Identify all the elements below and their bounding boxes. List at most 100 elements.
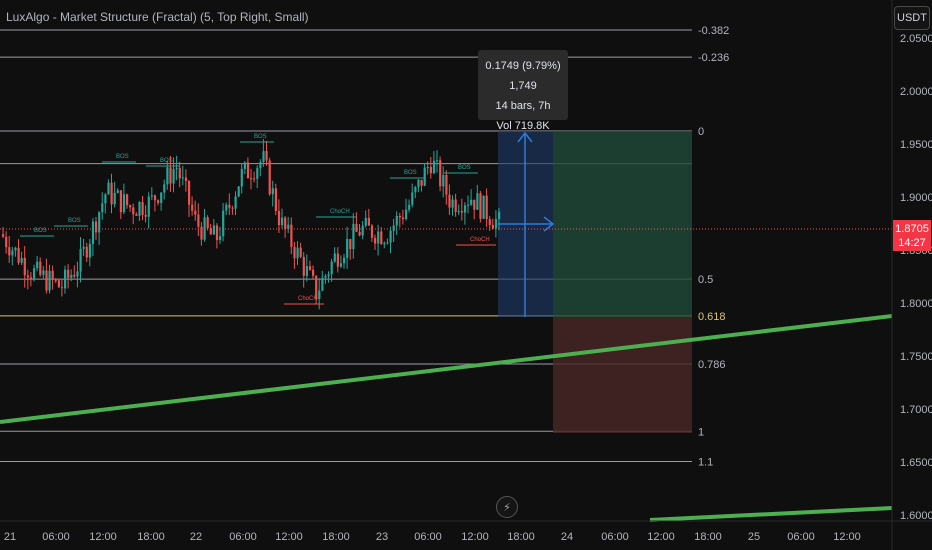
candle-body	[225, 204, 228, 211]
candle-body	[476, 193, 479, 210]
candle-body	[64, 269, 67, 289]
candle-body	[457, 211, 460, 213]
indicator-title[interactable]: LuxAlgo - Market Structure (Fractal) (5,…	[6, 10, 309, 24]
candle-body	[454, 199, 457, 212]
candle-body	[141, 202, 144, 215]
candle-body	[290, 224, 293, 247]
candle-body	[389, 230, 392, 243]
candle-body	[212, 225, 215, 235]
time-tick-label: 23	[376, 531, 388, 543]
candle-body	[417, 179, 420, 188]
candle-body	[76, 271, 79, 277]
time-axis[interactable]: 21 06:00 12:00 18:00 22 06:00 12:00 18:00 23 06:0…	[4, 531, 861, 543]
candle-body	[82, 246, 85, 249]
candle-body	[265, 151, 268, 161]
candle-body	[243, 162, 246, 169]
candle-body	[346, 239, 349, 258]
trendline-lower[interactable]	[649, 506, 893, 522]
price-tick-label: 1.6000	[900, 510, 932, 522]
candle-body	[479, 193, 482, 219]
candle-body	[203, 217, 206, 240]
candle-body	[485, 195, 488, 220]
candle-body	[473, 199, 476, 210]
candle-body	[36, 261, 39, 269]
structure-label: ChoCH	[330, 209, 350, 215]
candle-body	[2, 234, 5, 237]
candle-body	[442, 175, 445, 187]
candlesticks	[2, 139, 501, 310]
candle-body	[293, 246, 296, 259]
candle-body	[219, 236, 222, 241]
candle-body	[172, 168, 175, 184]
candle-body	[8, 247, 11, 256]
fib-label: 0.618	[698, 311, 726, 323]
candle-body	[181, 177, 184, 179]
candle-body	[411, 192, 414, 205]
time-tick-label: 12:00	[647, 531, 675, 543]
candle-body	[237, 186, 240, 197]
time-tick-label: 12:00	[275, 531, 303, 543]
candle-body	[327, 274, 330, 276]
price-axis[interactable]: 2.05002.00001.95001.90001.85001.80001.75…	[900, 33, 932, 522]
candle-body	[231, 207, 234, 209]
candle-body	[277, 211, 281, 226]
last-price-tag: 1.8705 14:27	[893, 220, 931, 251]
candle-body	[42, 270, 45, 275]
candle-body	[494, 219, 498, 229]
candle-body	[463, 205, 467, 213]
candle-body	[374, 237, 377, 244]
position-zones	[498, 131, 692, 433]
candle-body	[386, 242, 389, 244]
candle-body	[20, 257, 23, 263]
price-tick-label: 1.7500	[900, 351, 932, 363]
candle-body	[448, 194, 451, 208]
fib-label: -0.382	[698, 25, 729, 37]
candle-body	[26, 275, 29, 278]
candle-body	[175, 168, 178, 170]
candle-body	[377, 231, 380, 244]
candle-body	[439, 160, 442, 187]
candle-body	[206, 217, 209, 229]
candle-body	[343, 257, 346, 264]
candle-body	[467, 204, 470, 206]
fib-label: 0.786	[698, 359, 726, 371]
candle-body	[29, 277, 33, 280]
candle-body	[11, 250, 14, 256]
tooltip-change: 0.1749 (9.79%) 1,749	[485, 60, 561, 92]
candle-body	[85, 246, 88, 258]
candle-body	[355, 223, 358, 232]
candle-body	[95, 221, 98, 233]
candle-body	[339, 263, 343, 267]
candle-body	[432, 160, 436, 174]
candle-body	[253, 178, 256, 180]
structure-label: BOS	[160, 158, 173, 164]
structure-label: ChoCH	[470, 237, 490, 243]
candle-body	[498, 211, 501, 220]
structure-label: BOS	[404, 170, 417, 176]
long-loss-zone	[553, 317, 692, 433]
time-tick-label: 06:00	[229, 531, 257, 543]
candle-body	[5, 236, 8, 248]
candle-body	[408, 204, 411, 210]
candle-body	[423, 167, 426, 186]
structure-label: ChoCH	[298, 296, 318, 302]
candle-body	[14, 247, 17, 251]
candle-body	[364, 217, 367, 226]
price-tick-label: 1.9500	[900, 139, 932, 151]
currency-button[interactable]: USDT	[894, 6, 930, 30]
price-tick-label: 1.6500	[900, 457, 932, 469]
time-tick-label: 18:00	[694, 531, 722, 543]
lightning-icon[interactable]: ⚡	[496, 496, 518, 518]
tooltip-volume: Vol 719.8K	[496, 120, 550, 132]
candle-body	[101, 203, 104, 213]
candle-body	[178, 168, 181, 179]
countdown: 14:27	[898, 237, 926, 249]
candle-body	[88, 243, 91, 258]
candle-body	[482, 195, 485, 219]
candle-body	[470, 199, 473, 205]
candle-body	[51, 270, 54, 280]
tooltip-bars: 14 bars, 7h	[495, 100, 551, 112]
trendline-upper[interactable]	[0, 314, 893, 424]
candle-body	[250, 178, 253, 180]
